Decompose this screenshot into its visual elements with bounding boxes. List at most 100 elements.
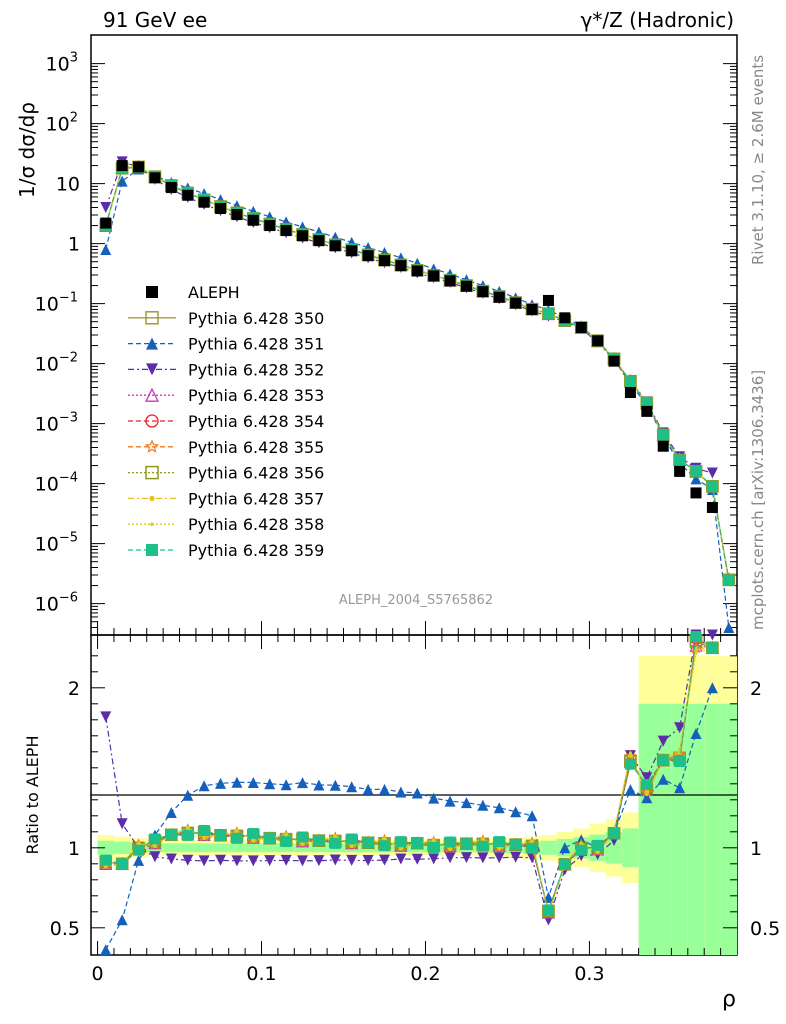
legend-entry: Pythia 6.428 351	[128, 335, 324, 354]
legend: ALEPH Pythia 6.428 350 Pythia 6.428 351 Pyt…	[128, 283, 324, 560]
aleph-point	[378, 255, 390, 267]
ratio-point	[153, 844, 157, 849]
ratio-point	[100, 944, 112, 956]
ratio-y-tick-label-left: 2	[68, 678, 80, 700]
aleph-point	[657, 440, 669, 452]
aleph-point	[559, 312, 571, 324]
ratio-point	[300, 842, 305, 847]
ratio-point	[198, 855, 210, 867]
aleph-point	[706, 502, 718, 514]
ratio-point	[428, 792, 440, 804]
ratio-point	[165, 806, 177, 818]
ratio-point	[149, 851, 161, 863]
ratio-point	[477, 840, 489, 852]
ratio-point	[411, 837, 423, 849]
ratio-point	[510, 806, 522, 818]
ratio-point	[395, 786, 407, 798]
aleph-point	[460, 280, 472, 292]
main-y-tick-label: 103	[46, 51, 78, 76]
ratio-point	[575, 844, 587, 856]
ratio-band-inner	[687, 703, 705, 955]
legend-entry: Pythia 6.428 355	[128, 438, 324, 457]
ratio-point	[645, 792, 649, 797]
ratio-band-inner	[310, 843, 328, 853]
ratio-point	[362, 854, 374, 866]
ratio-point	[579, 841, 583, 845]
analysis-watermark: ALEPH_2004_S5765862	[339, 593, 493, 608]
ratio-point	[493, 802, 505, 814]
legend-entry: Pythia 6.428 354	[128, 412, 324, 431]
ratio-point	[329, 837, 341, 849]
ratio-y-tick-label-right: 0.5	[750, 918, 780, 940]
ratio-band-inner	[605, 831, 623, 864]
ratio-band-inner	[163, 843, 180, 853]
ratio-point	[313, 855, 325, 867]
ratio-point	[378, 783, 390, 795]
legend-marker	[150, 522, 154, 526]
ratio-point	[116, 818, 128, 830]
ratio-point	[674, 756, 686, 768]
main-point	[100, 243, 112, 255]
main-y-tick-label: 10−3	[35, 411, 78, 436]
ratio-band-inner	[179, 843, 196, 853]
ratio-point	[657, 773, 669, 785]
ratio-band-inner	[245, 843, 262, 853]
ratio-point	[149, 833, 161, 845]
ratio-point	[362, 783, 374, 795]
ratio-point	[346, 854, 358, 866]
header-right-label: γ*/Z (Hadronic)	[581, 8, 734, 32]
legend-label: Pythia 6.428 351	[188, 335, 324, 354]
ratio-point	[198, 824, 210, 836]
legend-marker	[145, 414, 159, 428]
ratio-y-tick-label-right: 2	[750, 678, 762, 700]
main-y-axis-label: 1/σ dσ/dρ	[15, 102, 39, 198]
ratio-uncertainty-bands	[97, 655, 737, 955]
legend-label: Pythia 6.428 354	[188, 412, 324, 431]
main-point	[657, 429, 669, 441]
ratio-band-inner	[113, 841, 131, 854]
ratio-point	[510, 851, 522, 863]
ratio-point	[186, 825, 190, 830]
ratio-point	[280, 779, 292, 791]
ratio-point	[706, 682, 718, 694]
legend-label: Pythia 6.428 355	[188, 438, 324, 457]
ratio-point	[133, 844, 145, 856]
ratio-point	[198, 780, 210, 792]
ratio-point	[559, 858, 571, 870]
main-y-tick-label: 102	[46, 111, 78, 136]
ratio-point	[624, 758, 636, 770]
ratio-point	[694, 651, 698, 655]
ratio-point	[280, 854, 292, 866]
legend-entry: Pythia 6.428 357	[128, 489, 324, 508]
legend-entry: Pythia 6.428 353	[128, 386, 324, 405]
ratio-point	[444, 852, 456, 864]
legend-marker	[146, 286, 158, 298]
main-point	[706, 480, 718, 492]
ratio-point	[510, 839, 522, 851]
ratio-point	[592, 839, 604, 851]
mcplots-text: mcplots.cern.ch [arXiv:1306.3436]	[749, 370, 767, 630]
aleph-point	[116, 160, 128, 172]
aleph-point	[526, 303, 538, 315]
aleph-point	[264, 220, 276, 232]
ratio-point	[477, 852, 489, 864]
ratio-point	[411, 853, 423, 865]
x-ticks: 0 0.1 0.2 0.3	[92, 621, 722, 985]
legend-marker	[149, 495, 155, 502]
ratio-point	[641, 779, 653, 790]
main-point	[723, 574, 735, 586]
aleph-point	[346, 245, 358, 257]
aleph-point	[362, 250, 374, 262]
ratio-point	[674, 722, 686, 734]
ratio-point	[526, 842, 538, 854]
legend-marker	[146, 544, 158, 556]
aleph-point	[395, 260, 407, 272]
ratio-point	[280, 836, 292, 848]
aleph-point	[510, 297, 522, 309]
ratio-point	[378, 840, 390, 852]
aleph-point	[411, 265, 423, 277]
ratio-point	[690, 728, 702, 740]
main-point	[542, 307, 554, 319]
ratio-band-inner	[540, 840, 557, 855]
